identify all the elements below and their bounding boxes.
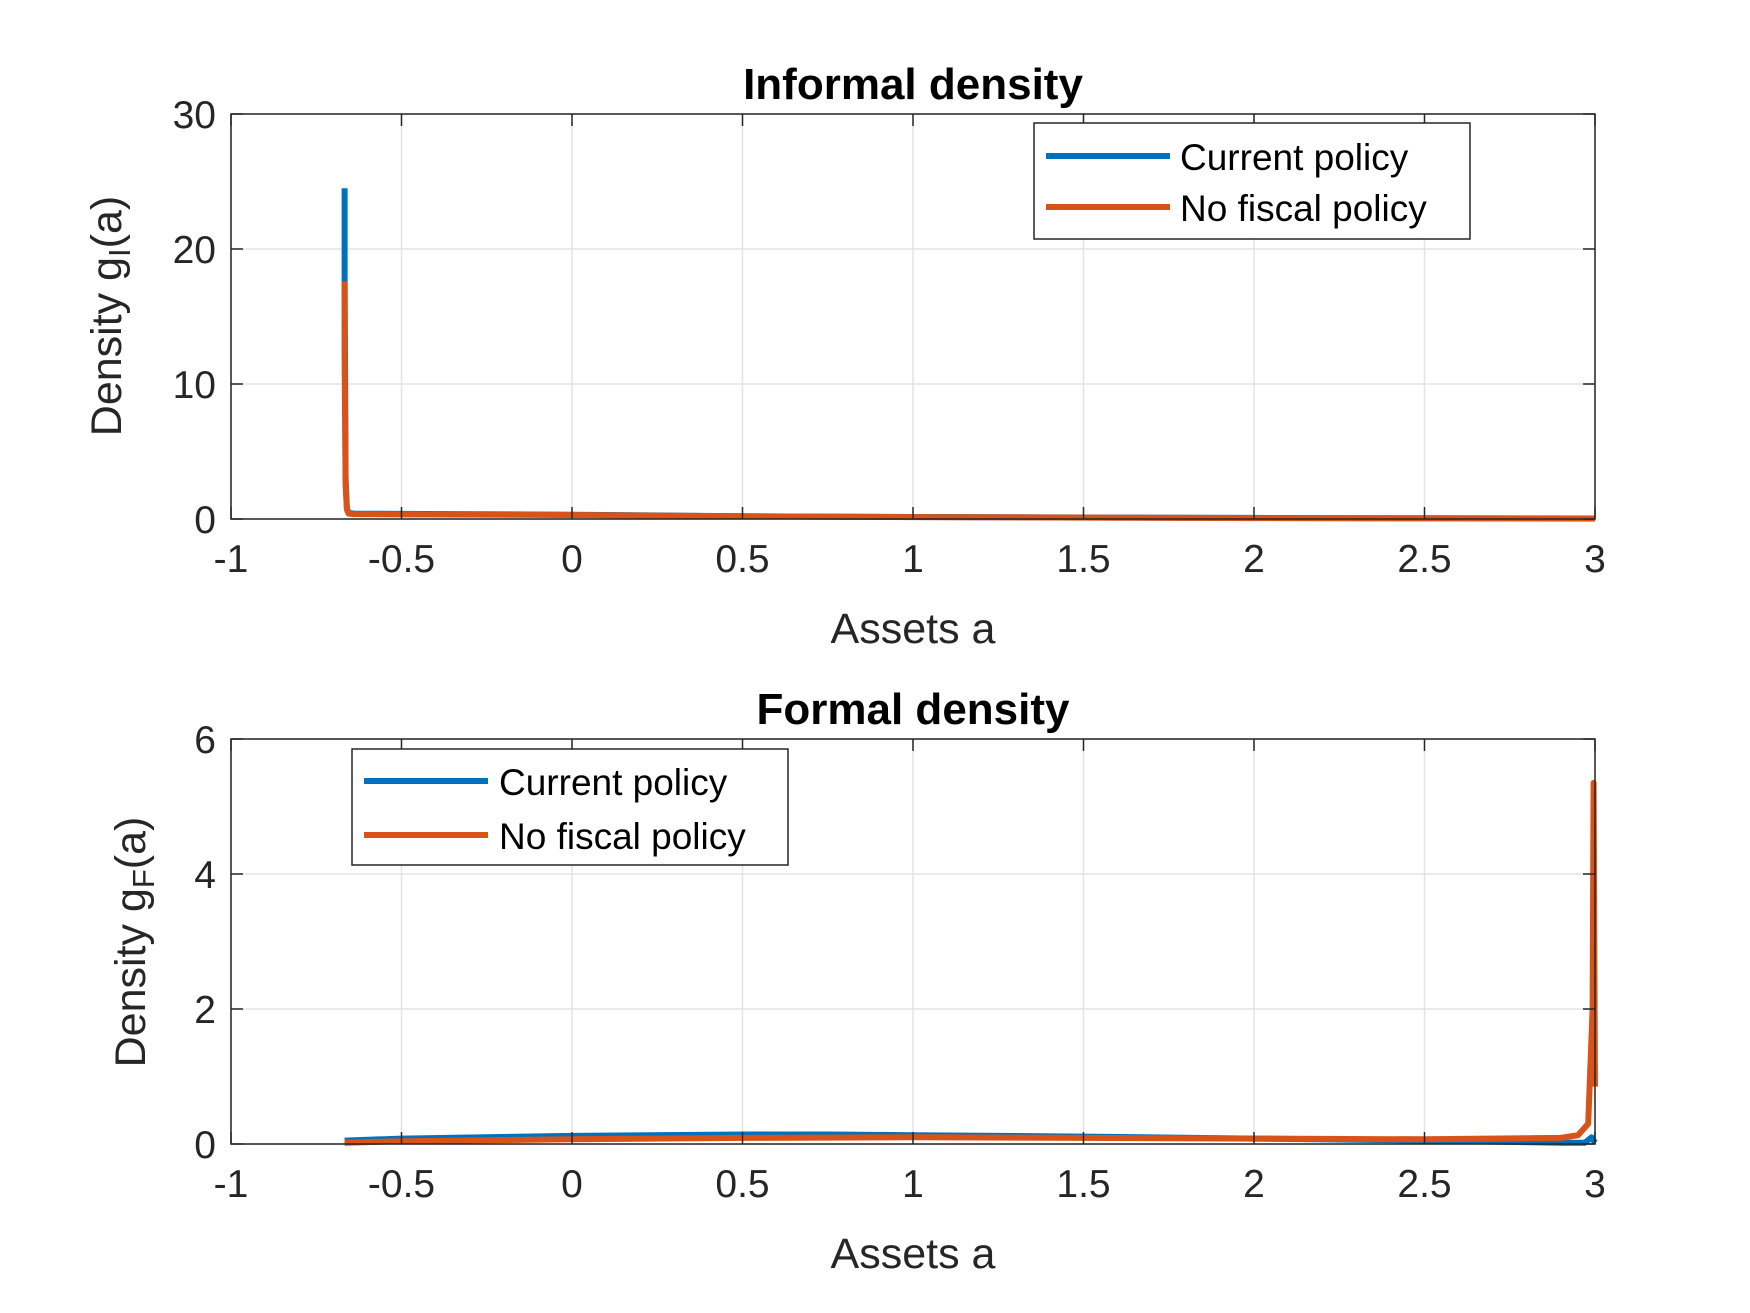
- panel-formal: -1 -0.5 0 0.5 1 1.5 2 2.5 3 0 2 4 6 Formal density A…: [107, 685, 1606, 1278]
- legend-label-nofiscal: No fiscal policy: [1180, 188, 1427, 229]
- x-tick-label: 1.5: [1056, 538, 1110, 581]
- y-label-sub: F: [126, 869, 161, 888]
- y-tick-label: 0: [194, 499, 216, 542]
- x-tick-label: 0.5: [715, 1163, 769, 1206]
- series-informal: [341, 188, 1596, 522]
- y-tick-label: 20: [173, 229, 216, 272]
- y-tick-label: 2: [194, 989, 216, 1032]
- x-tick-label: 2.5: [1397, 538, 1451, 581]
- x-tick-label: -1: [214, 538, 249, 581]
- ticks-formal: -1 -0.5 0 0.5 1 1.5 2 2.5 3 0 2 4 6: [194, 719, 1606, 1206]
- x-tick-label: -0.5: [368, 1163, 435, 1206]
- x-tick-label: 1: [902, 1163, 924, 1206]
- legend-formal: Current policy No fiscal policy: [351, 748, 789, 866]
- chart-title-formal: Formal density: [757, 685, 1070, 734]
- x-tick-label: -0.5: [368, 538, 435, 581]
- y-label-suffix: (a): [83, 196, 131, 249]
- x-tick-label: 2.5: [1397, 1163, 1451, 1206]
- y-tick-label: 4: [194, 854, 216, 897]
- legend-informal: Current policy No fiscal policy: [1033, 122, 1471, 240]
- y-axis-label-informal: Density gI(a): [83, 196, 137, 436]
- x-tick-label: 2: [1243, 538, 1265, 581]
- legend-label-current: Current policy: [499, 762, 728, 803]
- y-label-suffix: (a): [107, 817, 155, 870]
- x-axis-label-formal: Assets a: [831, 1230, 996, 1278]
- x-tick-label: 0.5: [715, 538, 769, 581]
- legend-label-nofiscal: No fiscal policy: [499, 816, 746, 857]
- chart-title-informal: Informal density: [743, 60, 1083, 109]
- x-tick-label: 3: [1584, 538, 1606, 581]
- x-tick-label: 1.5: [1056, 1163, 1110, 1206]
- y-tick-label: 30: [173, 94, 216, 137]
- x-axis-label-informal: Assets a: [831, 605, 996, 653]
- y-label-prefix: Density g: [107, 888, 155, 1067]
- series-line-nofiscal: [341, 281, 1596, 522]
- y-label-sub: I: [102, 248, 137, 257]
- x-tick-label: 2: [1243, 1163, 1265, 1206]
- x-tick-label: 0: [561, 538, 583, 581]
- legend-label-current: Current policy: [1180, 137, 1409, 178]
- legend-box: [1033, 122, 1471, 240]
- y-tick-label: 0: [194, 1124, 216, 1167]
- legend-box: [351, 748, 789, 866]
- x-tick-label: 0: [561, 1163, 583, 1206]
- x-tick-label: 3: [1584, 1163, 1606, 1206]
- x-tick-label: 1: [902, 538, 924, 581]
- y-tick-label: 10: [173, 364, 216, 407]
- y-axis-label-formal: Density gF(a): [107, 817, 161, 1068]
- x-tick-label: -1: [214, 1163, 249, 1206]
- y-tick-label: 6: [194, 719, 216, 762]
- y-label-prefix: Density g: [83, 257, 131, 436]
